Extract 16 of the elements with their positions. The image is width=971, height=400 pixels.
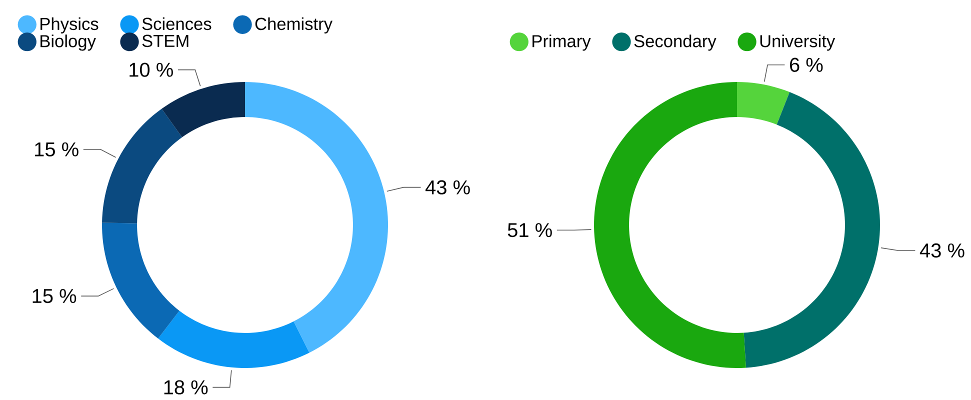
legend-label: Primary: [532, 34, 591, 51]
data-label: 6 %: [790, 58, 823, 72]
legend-label: Biology: [40, 34, 96, 51]
legend-label: Chemistry: [255, 17, 332, 34]
data-label: 10 %: [130, 62, 173, 77]
legend-label: Secondary: [634, 34, 716, 51]
legend-label: STEM: [142, 34, 188, 48]
legend-label: Sciences: [142, 17, 212, 30]
data-label: 18 %: [164, 380, 208, 394]
data-label: 43 %: [425, 180, 470, 194]
data-label: 43 %: [920, 243, 964, 258]
data-label: 15 %: [35, 142, 78, 156]
legend-label: Physics: [40, 17, 98, 34]
data-label: 15 %: [32, 289, 76, 304]
legend-label: University: [760, 34, 836, 51]
data-label: 51 %: [508, 223, 552, 238]
